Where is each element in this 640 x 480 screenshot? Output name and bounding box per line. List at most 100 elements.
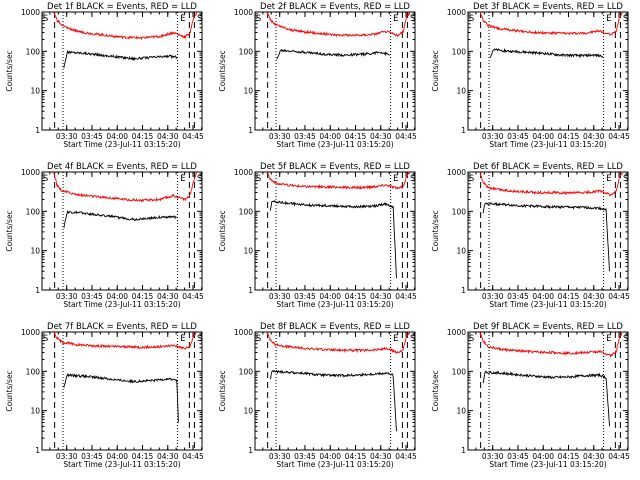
x-tick-label: 04:15	[558, 132, 580, 141]
marker-letter: S	[410, 334, 415, 344]
chart-svg: Det 5f BLACK = Events, RED = LLD 1 10 100 10…	[218, 162, 417, 309]
x-tick-label: 03:30	[269, 292, 291, 301]
x-tick-label: 03:45	[81, 292, 103, 301]
x-tick-label: 04:15	[132, 292, 154, 301]
chart-title: Det 6f BLACK = Events, RED = LLD	[473, 162, 623, 172]
detector-panel: Det 1f BLACK = Events, RED = LLD 1 10 100 10…	[0, 0, 213, 160]
y-tick-label: 1	[35, 126, 40, 135]
y-axis-label: Counts/sec	[218, 210, 227, 251]
y-axis-label: Counts/sec	[5, 370, 14, 411]
y-tick-label: 100	[239, 367, 254, 376]
x-tick-label: 04:00	[319, 292, 341, 301]
detector-panel: Det 9f BLACK = Events, RED = LLD 1 10 100 10…	[426, 320, 639, 480]
x-tick-label: 03:30	[482, 132, 504, 141]
x-tick-label: 03:45	[81, 132, 103, 141]
y-tick-label: 1	[248, 446, 253, 455]
plot-frame	[41, 11, 203, 131]
plot-frame	[254, 331, 416, 451]
x-axis-label: Start Time (23-Jul-11 03:15:20)	[63, 460, 180, 469]
x-tick-label: 03:45	[507, 292, 529, 301]
y-axis-label: Counts/sec	[5, 210, 14, 251]
y-axis-label: Counts/sec	[218, 370, 227, 411]
y-tick-label: 1000	[21, 168, 40, 177]
x-tick-label: 04:00	[532, 292, 554, 301]
y-tick-label: 1000	[234, 328, 253, 337]
detector-panel: Det 2f BLACK = Events, RED = LLD 1 10 100 10…	[213, 0, 426, 160]
chart-title: Det 4f BLACK = Events, RED = LLD	[47, 162, 197, 172]
plot-frame	[467, 11, 629, 131]
y-tick-label: 100	[239, 207, 254, 216]
x-tick-label: 03:30	[56, 452, 78, 461]
chart-title: Det 7f BLACK = Events, RED = LLD	[47, 322, 197, 332]
chart-svg: Det 7f BLACK = Events, RED = LLD 1 10 100 10…	[5, 322, 204, 469]
marker-letter: S	[256, 174, 261, 184]
lld-series-line	[53, 171, 198, 203]
chart-title: Det 8f BLACK = Events, RED = LLD	[260, 322, 410, 332]
marker-letter: E	[393, 174, 398, 184]
events-series-line	[63, 209, 177, 228]
x-axis-label: Start Time (23-Jul-11 03:15:20)	[63, 300, 180, 309]
x-axis-label: Start Time (23-Jul-11 03:15:20)	[276, 300, 393, 309]
y-tick-label: 1	[248, 286, 253, 295]
x-tick-label: 04:30	[157, 292, 179, 301]
y-tick-label: 1	[461, 446, 466, 455]
x-tick-label: 04:30	[370, 452, 392, 461]
marker-letter: S	[197, 14, 202, 24]
x-tick-label: 04:45	[608, 132, 630, 141]
marker-letter: E	[606, 334, 611, 344]
y-tick-label: 10	[456, 87, 466, 96]
x-tick-label: 04:30	[583, 132, 605, 141]
y-tick-label: 10	[30, 247, 40, 256]
chart-svg: Det 6f BLACK = Events, RED = LLD 1 10 100 10…	[431, 162, 630, 309]
marker-letter: S	[623, 334, 628, 344]
marker-letter: S	[410, 14, 415, 24]
plot-frame	[254, 171, 416, 291]
y-tick-label: 1000	[447, 168, 466, 177]
plot-frame	[254, 11, 416, 131]
x-tick-label: 04:00	[532, 452, 554, 461]
y-tick-label: 100	[26, 367, 41, 376]
marker-letter: S	[256, 14, 261, 24]
marker-letter: E	[606, 14, 611, 24]
y-tick-label: 1	[461, 286, 466, 295]
x-tick-label: 04:30	[583, 292, 605, 301]
detector-panel: Det 5f BLACK = Events, RED = LLD 1 10 100 10…	[213, 160, 426, 320]
marker-letter: E	[393, 14, 398, 24]
y-tick-label: 100	[452, 207, 467, 216]
marker-letter: E	[393, 334, 398, 344]
x-tick-label: 04:00	[106, 132, 128, 141]
x-tick-label: 04:30	[157, 452, 179, 461]
y-axis-label: Counts/sec	[5, 50, 14, 91]
x-tick-label: 04:45	[395, 132, 417, 141]
lld-series-line	[266, 331, 411, 354]
detector-panel: Det 4f BLACK = Events, RED = LLD 1 10 100 10…	[0, 160, 213, 320]
events-series-line	[276, 48, 390, 60]
marker-letter: S	[410, 174, 415, 184]
x-axis-label: Start Time (23-Jul-11 03:15:20)	[489, 460, 606, 469]
x-tick-label: 04:15	[132, 452, 154, 461]
chart-svg: Det 1f BLACK = Events, RED = LLD 1 10 100 10…	[5, 2, 204, 149]
x-tick-label: 03:30	[56, 132, 78, 141]
y-tick-label: 1	[35, 446, 40, 455]
y-axis-label: Counts/sec	[218, 50, 227, 91]
y-tick-label: 1000	[447, 8, 466, 17]
marker-letter: S	[197, 174, 202, 184]
x-tick-label: 04:15	[558, 452, 580, 461]
y-tick-label: 1	[461, 126, 466, 135]
y-tick-label: 1000	[234, 168, 253, 177]
lld-series-line	[266, 171, 411, 191]
x-tick-label: 04:30	[370, 292, 392, 301]
y-tick-label: 10	[243, 247, 253, 256]
x-tick-label: 03:45	[507, 452, 529, 461]
y-axis-label: Counts/sec	[431, 370, 440, 411]
marker-letter: S	[623, 14, 628, 24]
events-series-line	[482, 201, 610, 272]
marker-letter: E	[180, 14, 185, 24]
x-tick-label: 03:30	[269, 452, 291, 461]
marker-letter: S	[469, 14, 474, 24]
lld-series-line	[479, 331, 623, 358]
chart-title: Det 2f BLACK = Events, RED = LLD	[260, 2, 410, 12]
x-tick-label: 04:00	[106, 452, 128, 461]
marker-letter: S	[43, 174, 48, 184]
chart-title: Det 1f BLACK = Events, RED = LLD	[47, 2, 197, 12]
